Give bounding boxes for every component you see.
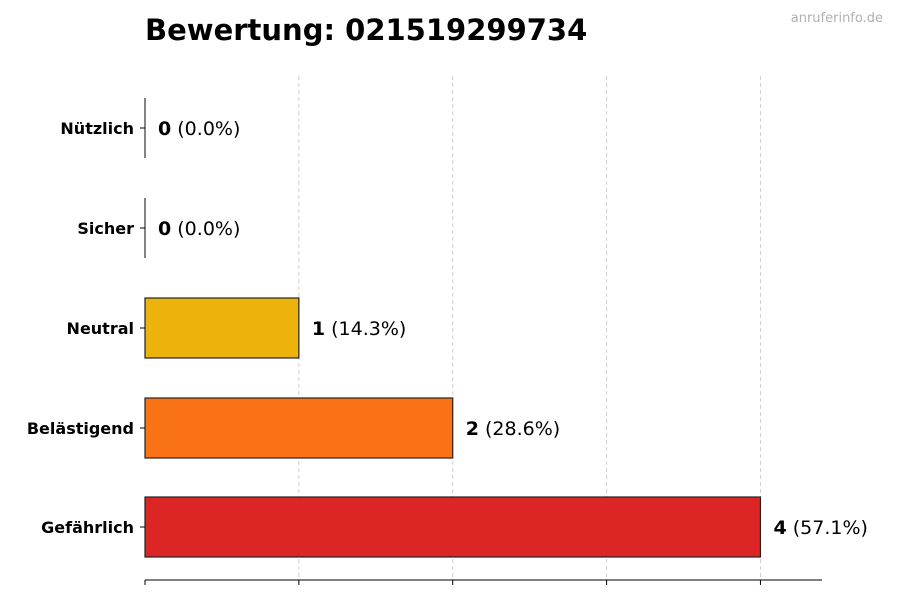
category-label: Neutral xyxy=(67,319,134,338)
bar xyxy=(144,297,300,359)
category-label: Gefährlich xyxy=(41,518,134,537)
x-axis xyxy=(144,579,822,585)
category-labels: Nützlich Sicher Neutral Belästigend Gefährli… xyxy=(27,119,145,537)
value-label: 0 (0.0%) xyxy=(158,118,240,140)
chart-title: Bewertung: 021519299734 xyxy=(145,13,587,47)
value-label: 4 (57.1%) xyxy=(773,517,867,539)
category-label: Belästigend xyxy=(27,419,134,438)
category-label: Sicher xyxy=(77,219,134,238)
category-label: Nützlich xyxy=(60,119,134,138)
bar xyxy=(144,496,762,558)
watermark: anruferinfo.de xyxy=(791,11,883,26)
bar-group xyxy=(144,98,762,558)
value-label: 1 (14.3%) xyxy=(312,318,406,340)
bar xyxy=(144,397,454,459)
value-label: 0 (0.0%) xyxy=(158,218,240,240)
value-label: 2 (28.6%) xyxy=(466,418,560,440)
value-labels: 0 (0.0%) 0 (0.0%) 1 (14.3%) 2 (28.6%) 4 (57.… xyxy=(158,118,868,539)
